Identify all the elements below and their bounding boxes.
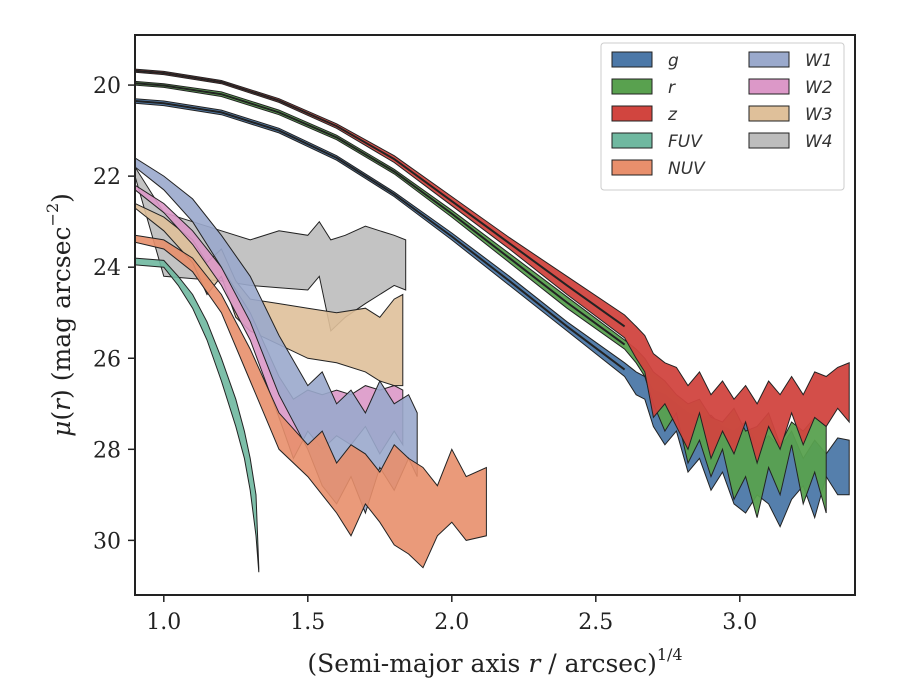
x-axis-label: (Semi-major axis r / arcsec)1/4 xyxy=(307,645,682,678)
profile-line-g xyxy=(135,100,626,371)
legend-label-fuv: FUV xyxy=(668,132,703,152)
x-tick-label: 1.5 xyxy=(290,610,325,635)
y-tick-label: 28 xyxy=(93,438,121,463)
legend-label-w3: W3 xyxy=(805,105,833,125)
y-tick-label: 20 xyxy=(93,74,121,99)
x-tick-label: 1.0 xyxy=(146,610,181,635)
legend-swatch-w2 xyxy=(748,78,790,95)
series-layer xyxy=(135,68,850,573)
legend-swatch-z xyxy=(611,105,653,122)
legend-label-z: z xyxy=(667,105,678,125)
legend-label-g: g xyxy=(668,51,679,71)
series-band-fuv xyxy=(135,257,260,573)
profile-line-r xyxy=(135,82,626,346)
legend-swatch-fuv xyxy=(611,132,653,149)
profile-line-z xyxy=(135,69,626,328)
legend-swatch-nuv xyxy=(611,159,653,176)
y-tick-label: 24 xyxy=(93,256,121,281)
series-band-nuv xyxy=(135,234,487,569)
x-tick-label: 3.0 xyxy=(722,610,757,635)
series-band-z xyxy=(135,68,850,465)
legend-label-w2: W2 xyxy=(805,78,833,98)
legend-swatch-g xyxy=(611,51,653,68)
legend-swatch-w1 xyxy=(748,51,790,68)
x-tick-label: 2.5 xyxy=(578,610,613,635)
legend-label-nuv: NUV xyxy=(668,159,706,179)
x-tick-label: 2.0 xyxy=(434,610,469,635)
y-axis-ticks: 20 22 24 26 28 30 xyxy=(93,74,135,554)
legend-label-w4: W4 xyxy=(805,132,833,152)
x-axis-ticks: 1.0 1.5 2.0 2.5 3.0 xyxy=(146,595,757,635)
legend-swatch-w4 xyxy=(748,132,790,149)
legend: grz FUV NUV W1 W2 W3 W4 xyxy=(600,42,845,191)
legend-swatch-r xyxy=(611,78,653,95)
plot-frame xyxy=(134,34,856,596)
y-tick-label: 30 xyxy=(93,529,121,554)
y-axis-label: μ(r) (mag arcsec−2) xyxy=(43,193,76,437)
profile-lines xyxy=(135,69,626,371)
legend-swatch-w3 xyxy=(748,105,790,122)
legend-label-w1: W1 xyxy=(805,51,833,71)
legend-label-r: r xyxy=(668,78,676,98)
y-tick-label: 26 xyxy=(93,347,121,372)
y-tick-label: 22 xyxy=(93,165,121,190)
